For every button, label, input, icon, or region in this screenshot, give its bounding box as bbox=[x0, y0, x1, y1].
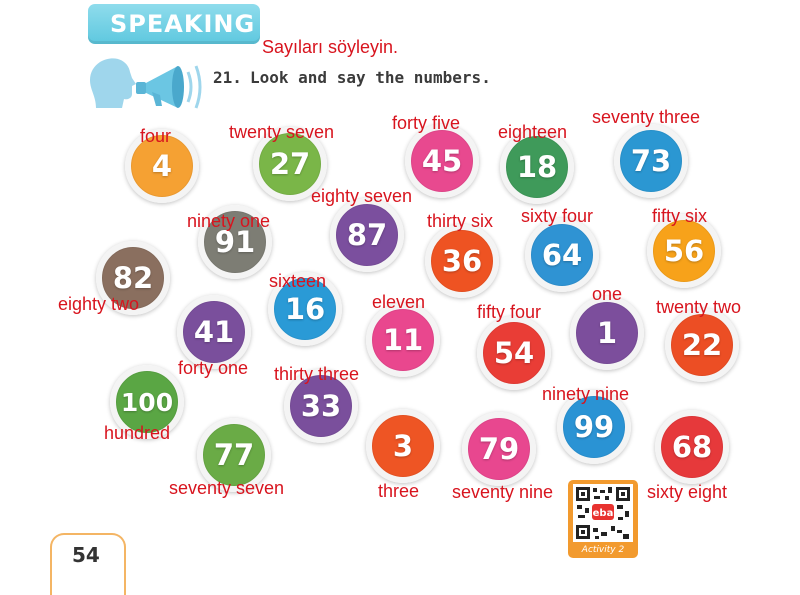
number-circle-3: 3 bbox=[366, 409, 440, 483]
number-circle-41: 41 bbox=[177, 295, 251, 369]
number-circle-33: 33 bbox=[284, 369, 358, 443]
number-word-82: eighty two bbox=[58, 294, 140, 314]
instruction-text: Look and say the numbers. bbox=[250, 68, 491, 87]
number-word-91: ninety one bbox=[187, 211, 271, 231]
number-circle-99: 99 bbox=[557, 390, 631, 464]
number-circle-16: 16 bbox=[268, 272, 342, 346]
number-circle-56: 56 bbox=[647, 214, 721, 288]
number-word-56: fifty six bbox=[652, 206, 708, 226]
number-circle-18: 18 bbox=[500, 130, 574, 204]
number-circle-100: 100 bbox=[110, 365, 184, 439]
number-word-22: twenty two bbox=[656, 297, 742, 317]
number-word-16: sixteen bbox=[269, 271, 327, 291]
number-circle-68: 68 bbox=[655, 410, 729, 484]
number-word-100: hundred bbox=[104, 423, 171, 443]
number-word-11: eleven bbox=[372, 292, 426, 312]
number-word-41: forty one bbox=[178, 358, 249, 378]
number-circle-27: 27 bbox=[253, 127, 327, 201]
number-word-73: seventy three bbox=[592, 107, 701, 127]
number-circle-36: 36 bbox=[425, 224, 499, 298]
section-banner: SPEAKING bbox=[88, 4, 260, 44]
number-word-64: sixty four bbox=[521, 206, 594, 226]
number-circle-11: 11 bbox=[366, 303, 440, 377]
number-circle-54: 54 bbox=[477, 316, 551, 390]
number-circle-77: 77 bbox=[197, 418, 271, 492]
number-circle-79: 79 bbox=[462, 412, 536, 486]
number-circle-4: 4 bbox=[125, 129, 199, 203]
number-circle-82: 82 bbox=[96, 241, 170, 315]
number-circle-1: 1 bbox=[570, 296, 644, 370]
number-word-54: fifty four bbox=[477, 302, 542, 322]
number-circle-64: 64 bbox=[525, 218, 599, 292]
number-word-3: three bbox=[378, 481, 420, 501]
section-title: SPEAKING bbox=[110, 10, 256, 38]
number-word-77: seventy seven bbox=[169, 478, 285, 498]
number-word-1: one bbox=[592, 284, 623, 304]
instruction-number: 21. bbox=[213, 68, 242, 87]
number-word-36: thirty six bbox=[427, 211, 494, 231]
number-circle-87: 87 bbox=[330, 198, 404, 272]
number-word-87: eighty seven bbox=[311, 186, 413, 206]
subtitle-turkish: Sayıları söyleyin. bbox=[262, 37, 399, 57]
number-circle-45: 45 bbox=[405, 124, 479, 198]
qr-code-card[interactable]: eba Activity 2 bbox=[568, 480, 638, 558]
number-circle-22: 22 bbox=[665, 308, 739, 382]
number-word-27: twenty seven bbox=[229, 122, 335, 142]
page-number: 54 bbox=[72, 543, 100, 567]
number-circle-91: 91 bbox=[198, 205, 272, 279]
number-word-45: forty five bbox=[392, 113, 461, 133]
number-word-4: four bbox=[140, 126, 172, 146]
number-word-18: eighteen bbox=[498, 122, 568, 142]
page-number-tab: 54 bbox=[50, 533, 126, 595]
speaker-megaphone-icon bbox=[86, 52, 204, 116]
number-word-99: ninety nine bbox=[542, 384, 630, 404]
qr-code-icon: eba bbox=[573, 484, 633, 542]
svg-text:eba: eba bbox=[593, 508, 614, 519]
qr-code-label: Activity 2 bbox=[581, 545, 625, 555]
number-word-79: seventy nine bbox=[452, 482, 554, 502]
number-word-68: sixty eight bbox=[647, 482, 728, 502]
number-word-33: thirty three bbox=[274, 364, 360, 384]
number-circle-73: 73 bbox=[614, 124, 688, 198]
